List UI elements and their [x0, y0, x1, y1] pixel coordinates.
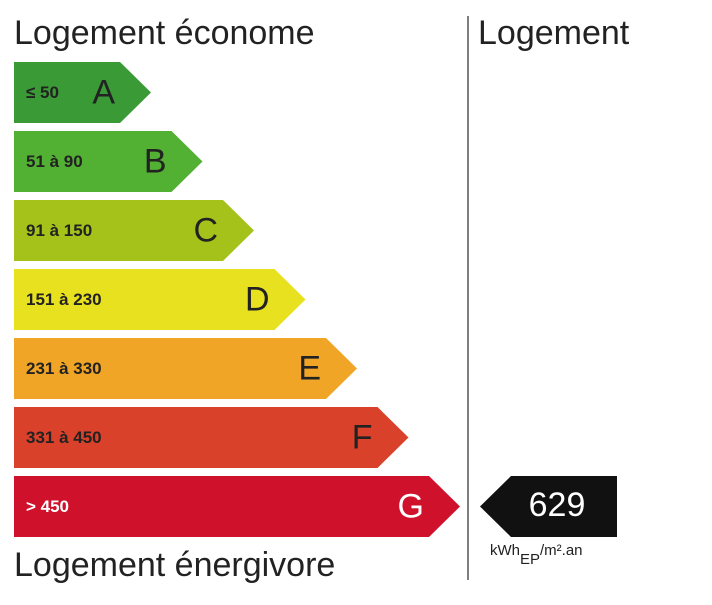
- class-range: 331 à 450: [26, 428, 102, 447]
- class-bar: [14, 407, 409, 468]
- class-range: 51 à 90: [26, 152, 83, 171]
- class-range: 151 à 230: [26, 290, 102, 309]
- class-range: > 450: [26, 497, 69, 516]
- result-unit: kWhEP/m².an: [490, 542, 583, 568]
- class-letter: F: [352, 418, 373, 456]
- class-bar: [14, 62, 151, 123]
- unit-rest: /m².an: [540, 542, 583, 559]
- result-arrow: [480, 476, 617, 537]
- class-letter: G: [398, 487, 424, 525]
- unit-sub: EP: [520, 551, 540, 568]
- class-letter: E: [298, 349, 321, 387]
- class-bar: [14, 131, 203, 192]
- unit: kWh: [490, 542, 520, 559]
- class-range: ≤ 50: [26, 83, 59, 102]
- header-right: Logement: [478, 14, 630, 52]
- class-bar: [14, 338, 357, 399]
- header-left: Logement économe: [14, 14, 315, 52]
- result-value: 629: [529, 486, 586, 524]
- footer: Logement énergivore: [14, 546, 335, 584]
- class-letter: A: [92, 73, 115, 111]
- class-letter: B: [144, 142, 167, 180]
- class-bar: [14, 476, 460, 537]
- class-letter: D: [245, 280, 270, 318]
- class-bar: [14, 200, 254, 261]
- class-range: 231 à 330: [26, 359, 102, 378]
- class-bar: [14, 269, 306, 330]
- class-letter: C: [193, 211, 218, 249]
- class-range: 91 à 150: [26, 221, 92, 240]
